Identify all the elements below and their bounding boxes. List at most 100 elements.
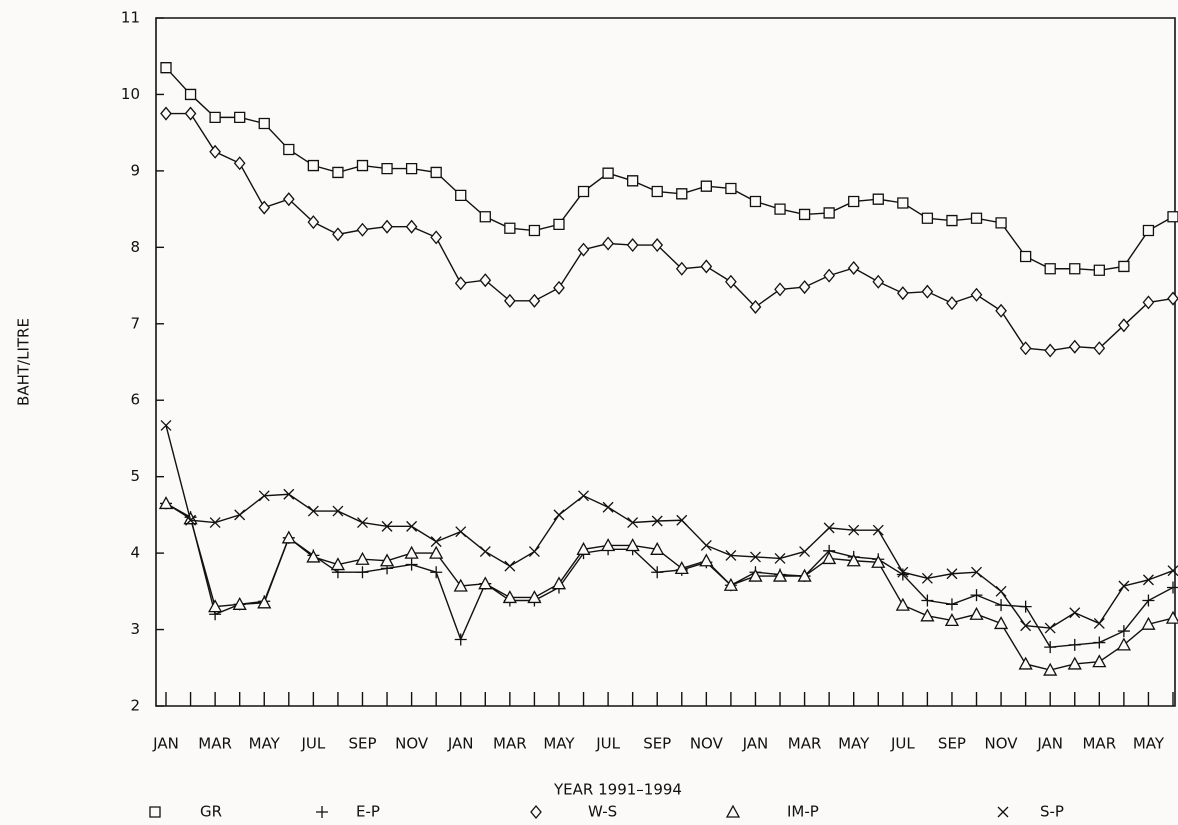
data-point [454, 633, 467, 646]
data-point [553, 218, 565, 231]
data-point [749, 195, 762, 208]
data-point [970, 287, 983, 302]
data-point [257, 595, 272, 609]
x-tick-label: MAY [249, 735, 281, 753]
x-tick-label: JUL [890, 735, 915, 753]
data-point [577, 242, 590, 257]
data-point [356, 566, 369, 579]
legend-marker [725, 804, 741, 818]
data-point [995, 303, 1007, 318]
data-point [330, 557, 346, 571]
data-point [1118, 318, 1130, 333]
data-point [1167, 565, 1178, 577]
data-point [453, 578, 468, 592]
data-point [823, 522, 835, 534]
data-point [847, 260, 860, 275]
legend-label: GR [200, 803, 222, 821]
data-point [185, 514, 197, 526]
data-point [945, 598, 958, 611]
data-point [430, 536, 442, 548]
data-point [234, 509, 246, 521]
data-point [774, 203, 786, 215]
data-point [232, 596, 247, 610]
data-point [479, 273, 492, 288]
data-point [332, 227, 344, 242]
series-line [165, 502, 1174, 648]
data-point [209, 517, 221, 528]
data-point [675, 261, 688, 276]
data-point [1116, 637, 1131, 651]
y-axis-label: BAHT/LITRE [15, 318, 33, 406]
data-point [993, 616, 1009, 630]
x-tick-label: JAN [1036, 735, 1063, 753]
data-point [504, 560, 516, 572]
data-point [1142, 224, 1155, 237]
data-point [430, 566, 443, 579]
data-point [699, 553, 714, 567]
data-point [283, 488, 295, 500]
data-point [527, 590, 542, 604]
data-point [946, 214, 958, 227]
data-point [1068, 339, 1081, 354]
data-point [651, 238, 664, 253]
data-point [921, 212, 934, 224]
data-point [750, 551, 761, 563]
data-point [995, 585, 1007, 597]
legend-marker [149, 806, 161, 818]
x-tick-label: NOV [395, 735, 429, 753]
data-point [799, 546, 811, 558]
x-tick-label: NOV [690, 735, 724, 753]
x-tick-label: JAN [742, 735, 769, 753]
x-tick-label: MAR [788, 735, 822, 753]
data-point [1044, 622, 1056, 634]
data-point [872, 274, 885, 289]
data-point [601, 538, 616, 552]
data-point [651, 185, 663, 198]
data-point [1141, 616, 1156, 630]
data-point [208, 599, 223, 613]
data-point [332, 505, 344, 517]
data-point [553, 280, 565, 295]
data-point [1118, 260, 1130, 273]
data-point [1093, 264, 1105, 276]
data-point [1067, 656, 1082, 670]
data-point [454, 276, 467, 291]
data-point [1167, 291, 1178, 306]
data-point [822, 551, 837, 565]
data-point [307, 159, 320, 172]
data-point [676, 188, 688, 200]
data-point [528, 293, 541, 308]
x-tick-label: MAR [493, 735, 527, 753]
data-point [895, 597, 910, 611]
y-tick-label: 11 [121, 9, 140, 27]
data-point [676, 514, 688, 526]
data-point [602, 167, 614, 179]
x-tick-label: JAN [447, 735, 474, 753]
series-line [165, 502, 1174, 671]
x-tick-label: MAR [1082, 735, 1116, 753]
x-tick-label: JUL [595, 735, 620, 753]
data-point [700, 540, 712, 551]
data-point [1142, 295, 1155, 310]
data-point [258, 490, 270, 502]
data-point [725, 549, 737, 561]
data-point [209, 144, 221, 159]
data-point [774, 282, 786, 297]
data-point [1044, 263, 1056, 275]
data-point [970, 589, 983, 602]
legend-marker [997, 806, 1009, 818]
data-point [576, 541, 591, 555]
x-tick-label: NOV [985, 735, 1019, 753]
data-point [357, 517, 368, 528]
y-tick-label: 4 [130, 544, 140, 562]
data-point [1044, 343, 1057, 358]
y-tick-label: 6 [130, 391, 140, 409]
x-tick-label: MAY [1133, 735, 1165, 753]
legend-marker [316, 806, 328, 818]
data-point [1069, 263, 1081, 275]
data-point [970, 212, 983, 224]
data-point [479, 211, 491, 223]
data-point [846, 553, 861, 567]
data-point [404, 545, 419, 559]
data-point [920, 608, 935, 622]
